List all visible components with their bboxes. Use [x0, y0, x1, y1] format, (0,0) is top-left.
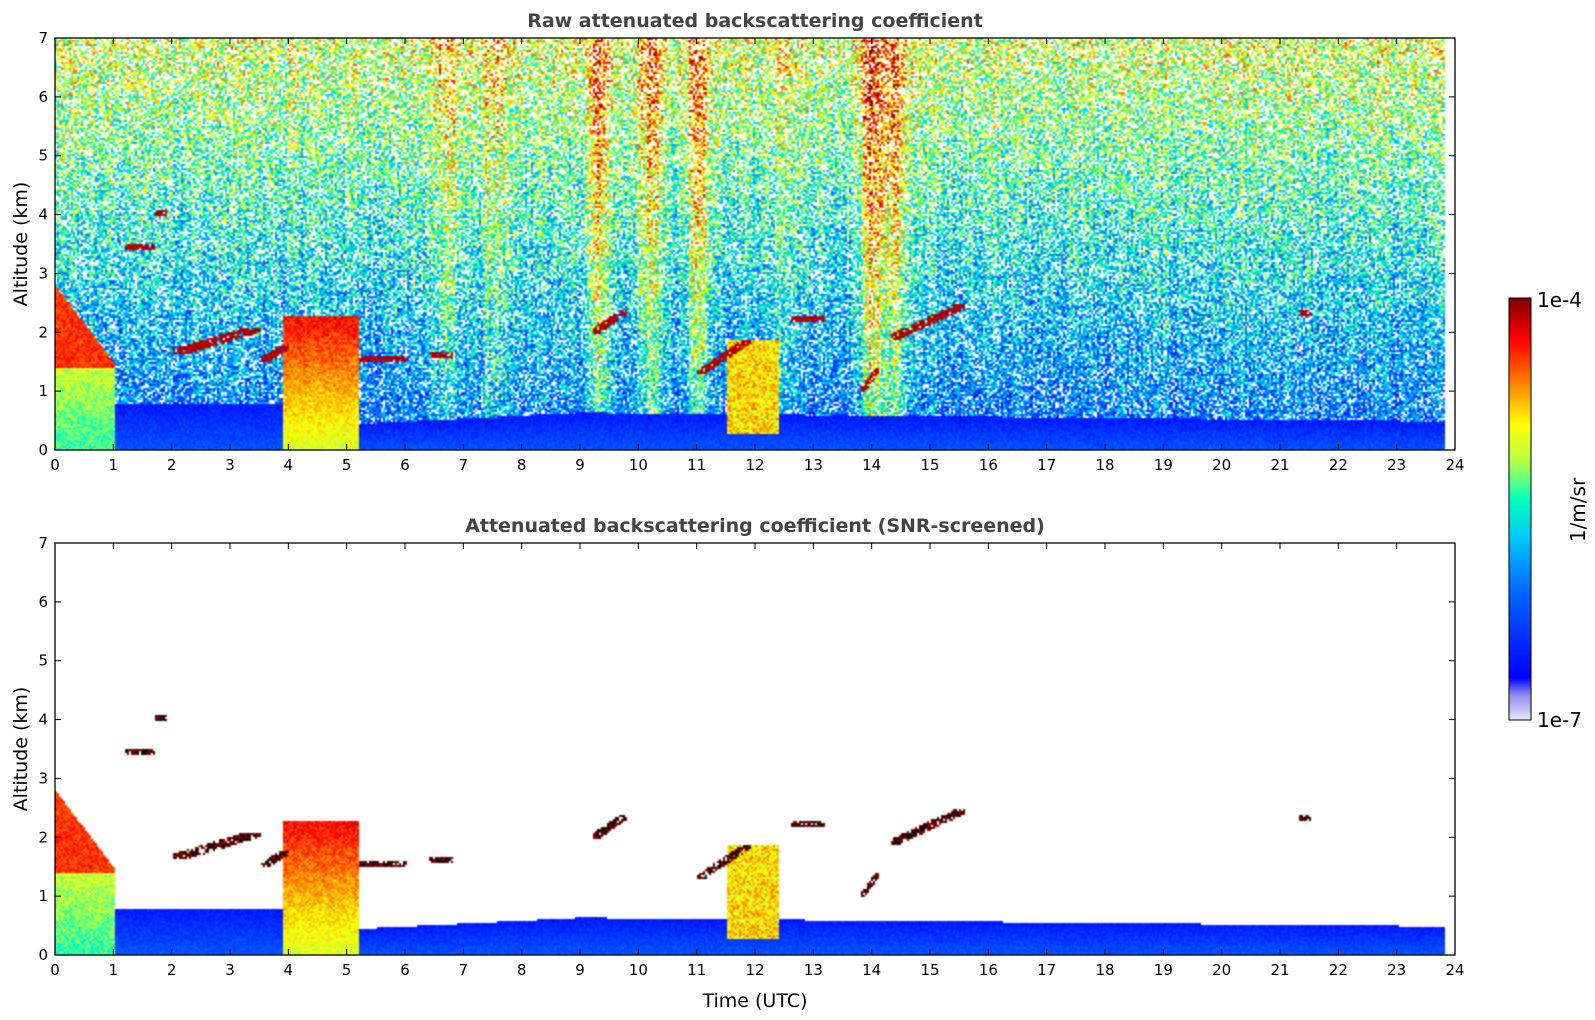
x-tick-label: 22 [1329, 961, 1348, 979]
x-tick-label: 5 [342, 961, 352, 979]
y-axis-label-screened: Altitude (km) [10, 687, 32, 812]
y-tick-label: 4 [38, 711, 48, 729]
x-tick-label: 12 [745, 961, 764, 979]
y-tick-label: 5 [38, 652, 48, 670]
x-tick-label: 23 [1387, 456, 1406, 474]
heatmap-screened [55, 543, 1455, 955]
colorbar: 1e-4 1e-7 1/m/sr [1508, 288, 1590, 732]
y-tick-label: 2 [38, 828, 48, 846]
x-axis-label: Time (UTC) [701, 990, 807, 1012]
x-tick-label: 8 [517, 961, 527, 979]
x-tick-label: 19 [1154, 456, 1173, 474]
x-tick-label: 1 [109, 961, 119, 979]
colorbar-unit-label: 1/m/sr [1566, 477, 1590, 542]
axis-ticks-screened: 0 1 2 3 4 5 6 7 8 9 10 11 12 13 14 15 16 17 18 19 20 21 22 23 24… [38, 534, 1464, 979]
x-tick-label: 16 [979, 456, 998, 474]
x-tick-label: 1 [109, 456, 119, 474]
x-tick-label: 20 [1212, 961, 1231, 979]
x-tick-label: 16 [979, 961, 998, 979]
x-tick-label: 19 [1154, 961, 1173, 979]
x-tick-label: 11 [687, 456, 706, 474]
y-tick-label: 3 [38, 769, 48, 787]
x-tick-label: 20 [1212, 456, 1231, 474]
x-tick-label: 6 [400, 456, 410, 474]
y-tick-label: 7 [38, 29, 48, 47]
panel-screened: Attenuated backscattering coefficient (S… [10, 515, 1465, 1012]
x-tick-label: 24 [1445, 961, 1464, 979]
x-tick-label: 10 [629, 456, 648, 474]
x-tick-label: 8 [517, 456, 527, 474]
x-tick-label: 17 [1037, 456, 1056, 474]
y-tick-label: 1 [38, 382, 48, 400]
x-tick-label: 22 [1329, 456, 1348, 474]
x-tick-label: 9 [575, 456, 585, 474]
chart-title-raw: Raw attenuated backscattering coefficien… [527, 10, 983, 32]
colorbar-min-label: 1e-7 [1537, 708, 1582, 732]
y-tick-label: 5 [38, 147, 48, 165]
y-tick-label: 0 [38, 441, 48, 459]
heatmap-raw [55, 38, 1455, 450]
x-tick-label: 10 [629, 961, 648, 979]
x-tick-label: 4 [284, 456, 294, 474]
x-tick-label: 5 [342, 456, 352, 474]
x-tick-label: 9 [575, 961, 585, 979]
x-tick-label: 13 [804, 961, 823, 979]
y-tick-label: 2 [38, 323, 48, 341]
x-tick-label: 7 [459, 456, 469, 474]
x-tick-label: 15 [920, 961, 939, 979]
y-tick-label: 3 [38, 264, 48, 282]
x-tick-label: 2 [167, 456, 177, 474]
x-tick-label: 11 [687, 961, 706, 979]
x-tick-label: 18 [1095, 961, 1114, 979]
x-tick-label: 3 [225, 961, 235, 979]
x-tick-label: 0 [50, 456, 60, 474]
x-tick-label: 21 [1270, 456, 1289, 474]
x-tick-label: 18 [1095, 456, 1114, 474]
axis-ticks-raw: 0 1 2 3 4 5 6 7 8 9 10 11 12 13 14 15 16 17 18 19 20 21 22 23 24… [38, 29, 1464, 474]
x-tick-label: 13 [804, 456, 823, 474]
x-tick-label: 21 [1270, 961, 1289, 979]
x-tick-label: 2 [167, 961, 177, 979]
x-tick-label: 6 [400, 961, 410, 979]
y-tick-label: 4 [38, 206, 48, 224]
colorbar-gradient [1509, 298, 1531, 720]
x-tick-label: 7 [459, 961, 469, 979]
x-tick-label: 14 [862, 456, 881, 474]
x-tick-label: 4 [284, 961, 294, 979]
x-tick-label: 23 [1387, 961, 1406, 979]
x-tick-label: 17 [1037, 961, 1056, 979]
x-tick-label: 14 [862, 961, 881, 979]
y-tick-label: 0 [38, 946, 48, 964]
y-tick-label: 6 [38, 593, 48, 611]
x-tick-label: 15 [920, 456, 939, 474]
y-tick-label: 7 [38, 534, 48, 552]
y-axis-label-raw: Altitude (km) [10, 182, 32, 307]
x-tick-label: 24 [1445, 456, 1464, 474]
x-tick-label: 12 [745, 456, 764, 474]
x-tick-label: 0 [50, 961, 60, 979]
colorbar-frame [1508, 297, 1532, 721]
y-tick-label: 1 [38, 887, 48, 905]
y-tick-label: 6 [38, 88, 48, 106]
panel-raw: Raw attenuated backscattering coefficien… [10, 10, 1465, 474]
colorbar-max-label: 1e-4 [1537, 288, 1582, 312]
x-tick-label: 3 [225, 456, 235, 474]
chart-title-screened: Attenuated backscattering coefficient (S… [465, 515, 1045, 537]
